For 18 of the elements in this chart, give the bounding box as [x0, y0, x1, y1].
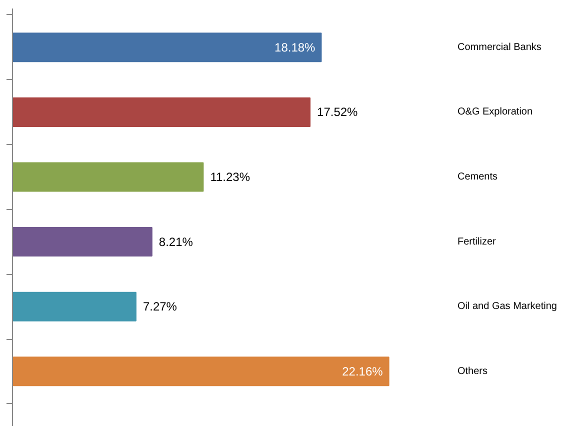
data-label: 17.52% — [317, 105, 358, 120]
y-tick-label: Fertilizer — [458, 236, 497, 248]
data-label: 7.27% — [142, 300, 178, 314]
bar — [12, 162, 204, 192]
data-label: 22.16% — [342, 364, 384, 378]
y-tick-label: Cements — [458, 171, 498, 182]
bar — [12, 32, 322, 62]
bar — [12, 227, 152, 257]
y-tick-label: O&G Exploration — [458, 106, 533, 118]
bar — [12, 97, 311, 127]
bar — [12, 356, 390, 386]
bar — [12, 292, 136, 322]
data-label: 18.18% — [274, 40, 316, 54]
data-label: 11.23% — [210, 170, 250, 184]
y-tick-label: Oil and Gas Marketing — [458, 301, 557, 312]
y-tick-label: Commercial Banks — [458, 42, 542, 53]
y-tick-label: Others — [458, 366, 488, 377]
data-label: 8.21% — [158, 234, 194, 249]
